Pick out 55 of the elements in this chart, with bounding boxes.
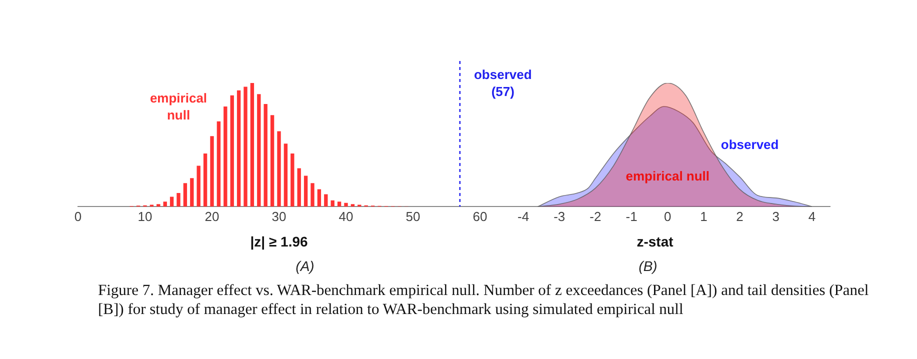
ref-line-label: observed (57) [474, 67, 532, 100]
bar [337, 202, 342, 207]
bar [324, 194, 328, 207]
bar [290, 153, 294, 207]
bar [270, 115, 274, 207]
bar [310, 183, 314, 207]
x-axis-title: z-stat [636, 233, 674, 250]
bar [317, 189, 322, 207]
bar [330, 200, 334, 207]
x-tick-label: 60 [472, 208, 488, 224]
bar [236, 90, 241, 207]
bar [350, 204, 355, 207]
bar [297, 168, 301, 207]
x-tick-label: 1 [700, 208, 708, 224]
bar [224, 106, 228, 207]
bar [196, 166, 200, 207]
x-tick-label: -1 [626, 208, 638, 224]
bar [176, 193, 180, 207]
bar [257, 94, 261, 207]
x-tick-label: 50 [406, 208, 420, 224]
x-tick-label: 4 [808, 208, 816, 224]
x-tick-label: 0 [664, 208, 672, 224]
bar [183, 183, 188, 207]
x-tick-label: 0 [74, 208, 82, 224]
bar [304, 176, 308, 207]
text: (A) [294, 258, 316, 274]
x-tick-label: 2 [736, 208, 744, 224]
bar [277, 131, 281, 207]
bar [210, 136, 214, 207]
bar [190, 178, 194, 207]
bar [250, 83, 254, 207]
bar [203, 153, 208, 207]
bar [170, 196, 174, 207]
bar [156, 204, 160, 207]
bar [264, 104, 268, 207]
text: (B) [638, 258, 658, 274]
x-tick-label: -3 [554, 208, 566, 224]
x-tick-label: -4 [518, 208, 530, 224]
bar [163, 202, 167, 207]
x-tick-label: 40 [338, 208, 354, 224]
x-tick-label: -2 [590, 208, 602, 224]
bar [284, 144, 288, 207]
x-tick-label: 10 [138, 208, 152, 224]
x-tick-label: 20 [204, 208, 220, 224]
bar [244, 86, 248, 207]
bar [344, 202, 348, 207]
bar [216, 121, 221, 207]
x-axis-title: |z| ≥ 1.96 [250, 233, 308, 250]
bar [230, 95, 234, 207]
series-label: empirical null [626, 168, 710, 184]
series-label: empirical null [150, 90, 208, 123]
series-label: observed [720, 136, 779, 152]
caption: Figure 7. Manager effect vs. WAR-benchmark empirical null. Number of z exceedances (Panel [A]) and tail densities (Panel [B]) for study of manager effect in relation to WAR-benchmark using simulated empirical null [98, 281, 870, 319]
x-tick-label: 30 [272, 208, 286, 224]
x-tick-label: 3 [772, 208, 780, 224]
